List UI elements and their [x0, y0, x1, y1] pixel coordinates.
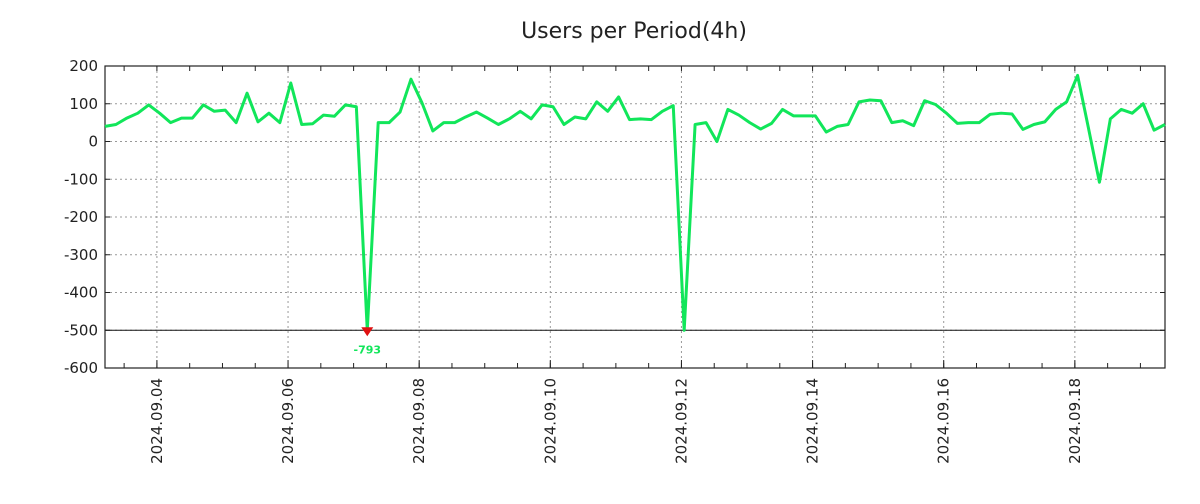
x-tick-label: 2024.09.10 — [541, 378, 559, 464]
y-tick-label: -300 — [64, 246, 98, 264]
x-tick-label: 2024.09.18 — [1066, 378, 1084, 464]
chart-title: Users per Period(4h) — [521, 19, 747, 44]
x-tick-label: 2024.09.14 — [804, 378, 822, 464]
grid — [105, 66, 1165, 368]
x-tick-label: 2024.09.08 — [410, 378, 428, 464]
y-tick-label: 0 — [88, 133, 98, 151]
x-tick-label: 2024.09.16 — [935, 378, 953, 464]
y-tick-label: -400 — [64, 284, 98, 302]
y-tick-label: 200 — [69, 57, 98, 75]
x-tick-label: 2024.09.12 — [672, 378, 690, 464]
y-tick-label: -200 — [64, 208, 98, 226]
series: -793 — [105, 75, 1165, 356]
y-tick-label: -500 — [64, 321, 98, 339]
x-tick-label: 2024.09.06 — [279, 378, 297, 464]
min-marker-icon — [361, 327, 373, 336]
y-tick-label: 100 — [69, 95, 98, 113]
min-value-label: -793 — [354, 343, 382, 356]
y-tick-label: -100 — [64, 170, 98, 188]
y-tick-label: -600 — [64, 359, 98, 377]
x-tick-label: 2024.09.04 — [148, 378, 166, 464]
